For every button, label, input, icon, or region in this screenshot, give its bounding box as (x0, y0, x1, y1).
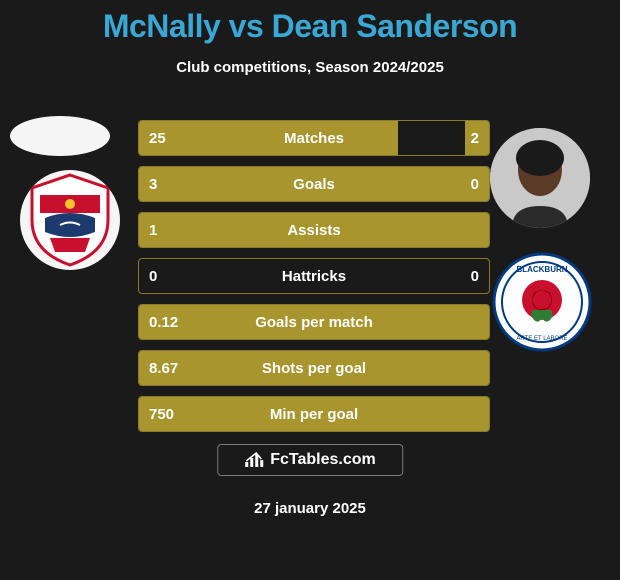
stat-row: 0 Hattricks 0 (138, 258, 490, 294)
stat-row: 0.12 Goals per match (138, 304, 490, 340)
stat-label: Min per goal (139, 406, 489, 423)
footer-date: 27 january 2025 (0, 500, 620, 517)
stat-label: Goals per match (139, 314, 489, 331)
club-left-crest (20, 170, 120, 270)
svg-text:ARTE ET LABORE: ARTE ET LABORE (516, 336, 567, 342)
stat-label: Shots per goal (139, 360, 489, 377)
brand-text: FcTables.com (270, 451, 376, 469)
stat-row: 750 Min per goal (138, 396, 490, 432)
player-right-avatar (490, 128, 590, 228)
player-silhouette-icon (490, 128, 590, 228)
stat-label: Hattricks (139, 268, 489, 285)
club-right-crest: BLACKBURN ARTE ET LABORE (492, 252, 592, 352)
bristol-crest-icon (20, 170, 120, 270)
page-title: McNally vs Dean Sanderson (0, 0, 620, 45)
stat-row: 25 Matches 2 (138, 120, 490, 156)
stat-value-right: 0 (471, 268, 479, 285)
stat-label: Assists (139, 222, 489, 239)
blackburn-crest-icon: BLACKBURN ARTE ET LABORE (492, 252, 592, 352)
stat-label: Goals (139, 176, 489, 193)
player-left-avatar (10, 116, 110, 156)
stat-value-right: 0 (471, 176, 479, 193)
svg-text:BLACKBURN: BLACKBURN (516, 265, 567, 274)
brand-badge[interactable]: FcTables.com (217, 444, 403, 476)
stat-value-right: 2 (471, 130, 479, 147)
stat-row: 1 Assists (138, 212, 490, 248)
stats-container: 25 Matches 2 3 Goals 0 1 Assists 0 Hattr… (138, 120, 490, 442)
stat-row: 3 Goals 0 (138, 166, 490, 202)
stat-row: 8.67 Shots per goal (138, 350, 490, 386)
stat-label: Matches (139, 130, 489, 147)
page-subtitle: Club competitions, Season 2024/2025 (0, 59, 620, 76)
chart-icon (244, 452, 264, 468)
